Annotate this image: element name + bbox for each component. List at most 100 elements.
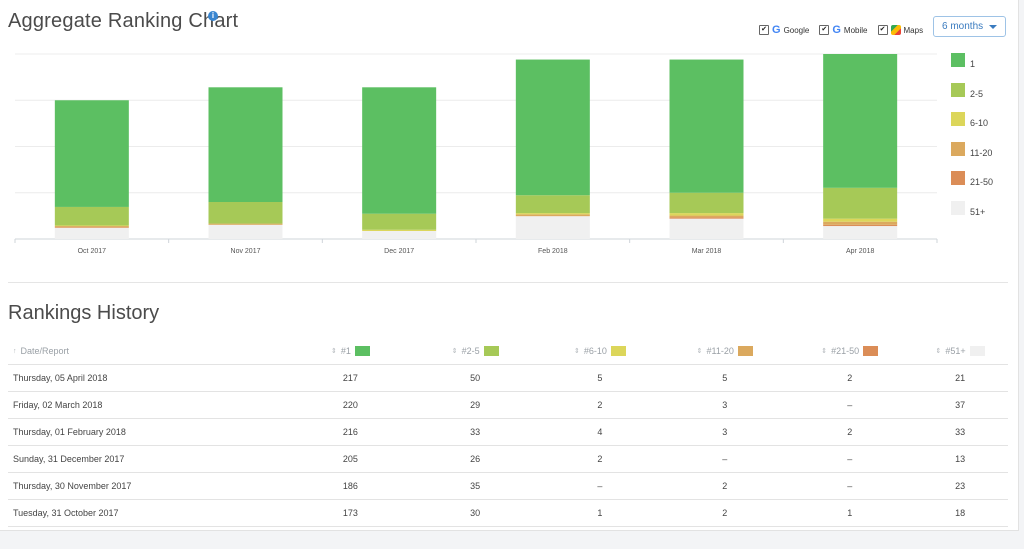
google-checkbox[interactable]: ✔ (759, 25, 769, 35)
legend-item[interactable]: 6-10 (951, 112, 1021, 128)
filter-google[interactable]: ✔ G Google (759, 24, 809, 36)
bar-segment-51+ (823, 226, 898, 239)
legend-swatch (951, 141, 965, 156)
column-color-swatch (354, 346, 370, 356)
ranking-card: Aggregate Ranking Chart i ✔ G Google ✔ G… (0, 0, 1019, 531)
bar-segment-6-10 (823, 218, 898, 222)
date-cell: Thursday, 01 February 2018 (8, 418, 289, 446)
history-title: Rankings History (8, 302, 160, 324)
mobile-checkbox[interactable]: ✔ (819, 25, 830, 35)
bar-segment-21-50 (823, 224, 898, 227)
bar-segment-51+ (208, 224, 283, 239)
time-range-label: 6 months (942, 21, 984, 32)
maps-checkbox[interactable]: ✔ (877, 25, 888, 35)
legend-swatch (951, 53, 965, 67)
column-header[interactable]: ⇕ #6-10 (537, 337, 663, 365)
column-color-swatch (969, 346, 985, 356)
bar-segment-6-10 (362, 229, 437, 231)
chevron-down-icon (989, 25, 997, 29)
count-cell: 37 (912, 391, 1008, 419)
legend-swatch (951, 82, 965, 97)
count-cell: 1 (787, 499, 913, 527)
legend-label: 6-10 (970, 118, 989, 128)
column-header[interactable]: ⇕ #11-20 (662, 337, 788, 365)
legend-label: 2-5 (970, 88, 984, 99)
bar-segment-2-5 (823, 187, 898, 219)
count-cell: – (787, 391, 913, 419)
count-cell: 3 (662, 418, 788, 446)
count-cell: 5 (537, 364, 663, 392)
date-cell: Tuesday, 31 October 2017 (8, 499, 289, 527)
count-cell: 4 (537, 418, 663, 446)
bar-segment-1 (823, 54, 898, 188)
table-row: Tuesday, 31 October 2017 173 30 1 2 1 18 (8, 499, 1008, 527)
column-header-label: #2-5 (461, 346, 480, 356)
bar-segment-2-5 (208, 202, 283, 224)
x-tick-label: Feb 2018 (538, 248, 568, 255)
bar-segment-11-20 (515, 214, 590, 217)
count-cell: 2 (787, 418, 913, 446)
legend-item[interactable]: 1 (951, 53, 1021, 69)
count-cell: 173 (288, 499, 413, 527)
column-header-label: #51+ (945, 346, 966, 356)
table-row: Thursday, 01 February 2018 216 33 4 3 2 33 (8, 418, 1008, 446)
count-cell: 2 (537, 391, 663, 419)
count-cell: 33 (412, 418, 538, 446)
date-cell: Sunday, 31 December 2017 (8, 445, 289, 473)
bar-segment-51+ (54, 227, 129, 239)
column-header[interactable]: ↑ Date/Report (8, 337, 289, 365)
count-cell: 33 (912, 418, 1008, 446)
count-cell: – (662, 445, 788, 473)
count-cell: 18 (912, 499, 1008, 527)
sort-icon: ⇕ (696, 348, 703, 355)
bar-segment-11-20 (208, 223, 283, 225)
info-icon[interactable]: i (208, 11, 218, 21)
x-tick-label: Oct 2017 (78, 248, 107, 255)
column-color-swatch (610, 346, 626, 356)
filter-google-label: Google (783, 25, 810, 35)
bar-segment-6-10 (54, 225, 129, 227)
bar-segment-11-20 (54, 226, 129, 228)
bar-segment-1 (515, 59, 590, 196)
count-cell: 217 (288, 364, 413, 392)
legend-item[interactable]: 11-20 (951, 141, 1021, 158)
legend-item[interactable]: 2-5 (951, 82, 1021, 99)
legend-label: 21-50 (970, 177, 994, 187)
count-cell: 23 (912, 472, 1008, 500)
column-header[interactable]: ⇕ #1 (288, 337, 413, 365)
column-color-swatch (483, 346, 499, 356)
count-cell: 186 (288, 472, 413, 500)
table-row: Thursday, 30 November 2017 186 35–2–23 (8, 472, 1008, 500)
x-tick-label: Dec 2017 (384, 248, 414, 255)
count-cell: 2 (537, 445, 663, 473)
count-cell: 2 (662, 499, 788, 527)
table-row: Sunday, 31 December 2017 205 26 2– –13 (8, 445, 1008, 473)
stacked-bar-chart: Oct 2017 Nov 2017 Dec 2017 Feb 2018 Mar 2018… (14, 53, 938, 255)
section-divider (8, 282, 1008, 283)
engine-filters: ✔ G Google ✔ G Mobile ✔ Maps (759, 24, 923, 36)
column-header[interactable]: ⇕ #2-5 (412, 337, 538, 365)
column-header[interactable]: ⇕ #21-50 (787, 337, 913, 365)
column-header-label: Date/Report (20, 346, 70, 357)
filter-mobile-label: Mobile (843, 25, 868, 35)
column-header[interactable]: ⇕ #51+ (912, 337, 1008, 365)
count-cell: 216 (288, 418, 413, 446)
date-cell: Friday, 02 March 2018 (8, 391, 289, 419)
bar-segment-21-50 (669, 217, 744, 219)
date-cell: Thursday, 05 April 2018 (8, 364, 289, 392)
bar-segment-6-10 (669, 213, 744, 216)
count-cell: 220 (288, 391, 413, 419)
filter-maps[interactable]: ✔ Maps (877, 25, 923, 35)
legend-label: 11-20 (970, 147, 993, 158)
legend-swatch (951, 200, 965, 215)
count-cell: 2 (662, 472, 788, 500)
bar-segment-1 (669, 59, 744, 193)
legend-item[interactable]: 21-50 (951, 171, 1021, 187)
table-row: Friday, 02 March 2018 220 29 2 3–37 (8, 391, 1008, 419)
bar-segment-2-5 (669, 192, 744, 214)
count-cell: – (537, 472, 663, 500)
time-range-dropdown[interactable]: 6 months (933, 16, 1006, 37)
legend-item[interactable]: 51+ (951, 200, 1021, 217)
count-cell: 21 (912, 364, 1008, 392)
filter-mobile[interactable]: ✔ G Mobile (819, 24, 868, 36)
